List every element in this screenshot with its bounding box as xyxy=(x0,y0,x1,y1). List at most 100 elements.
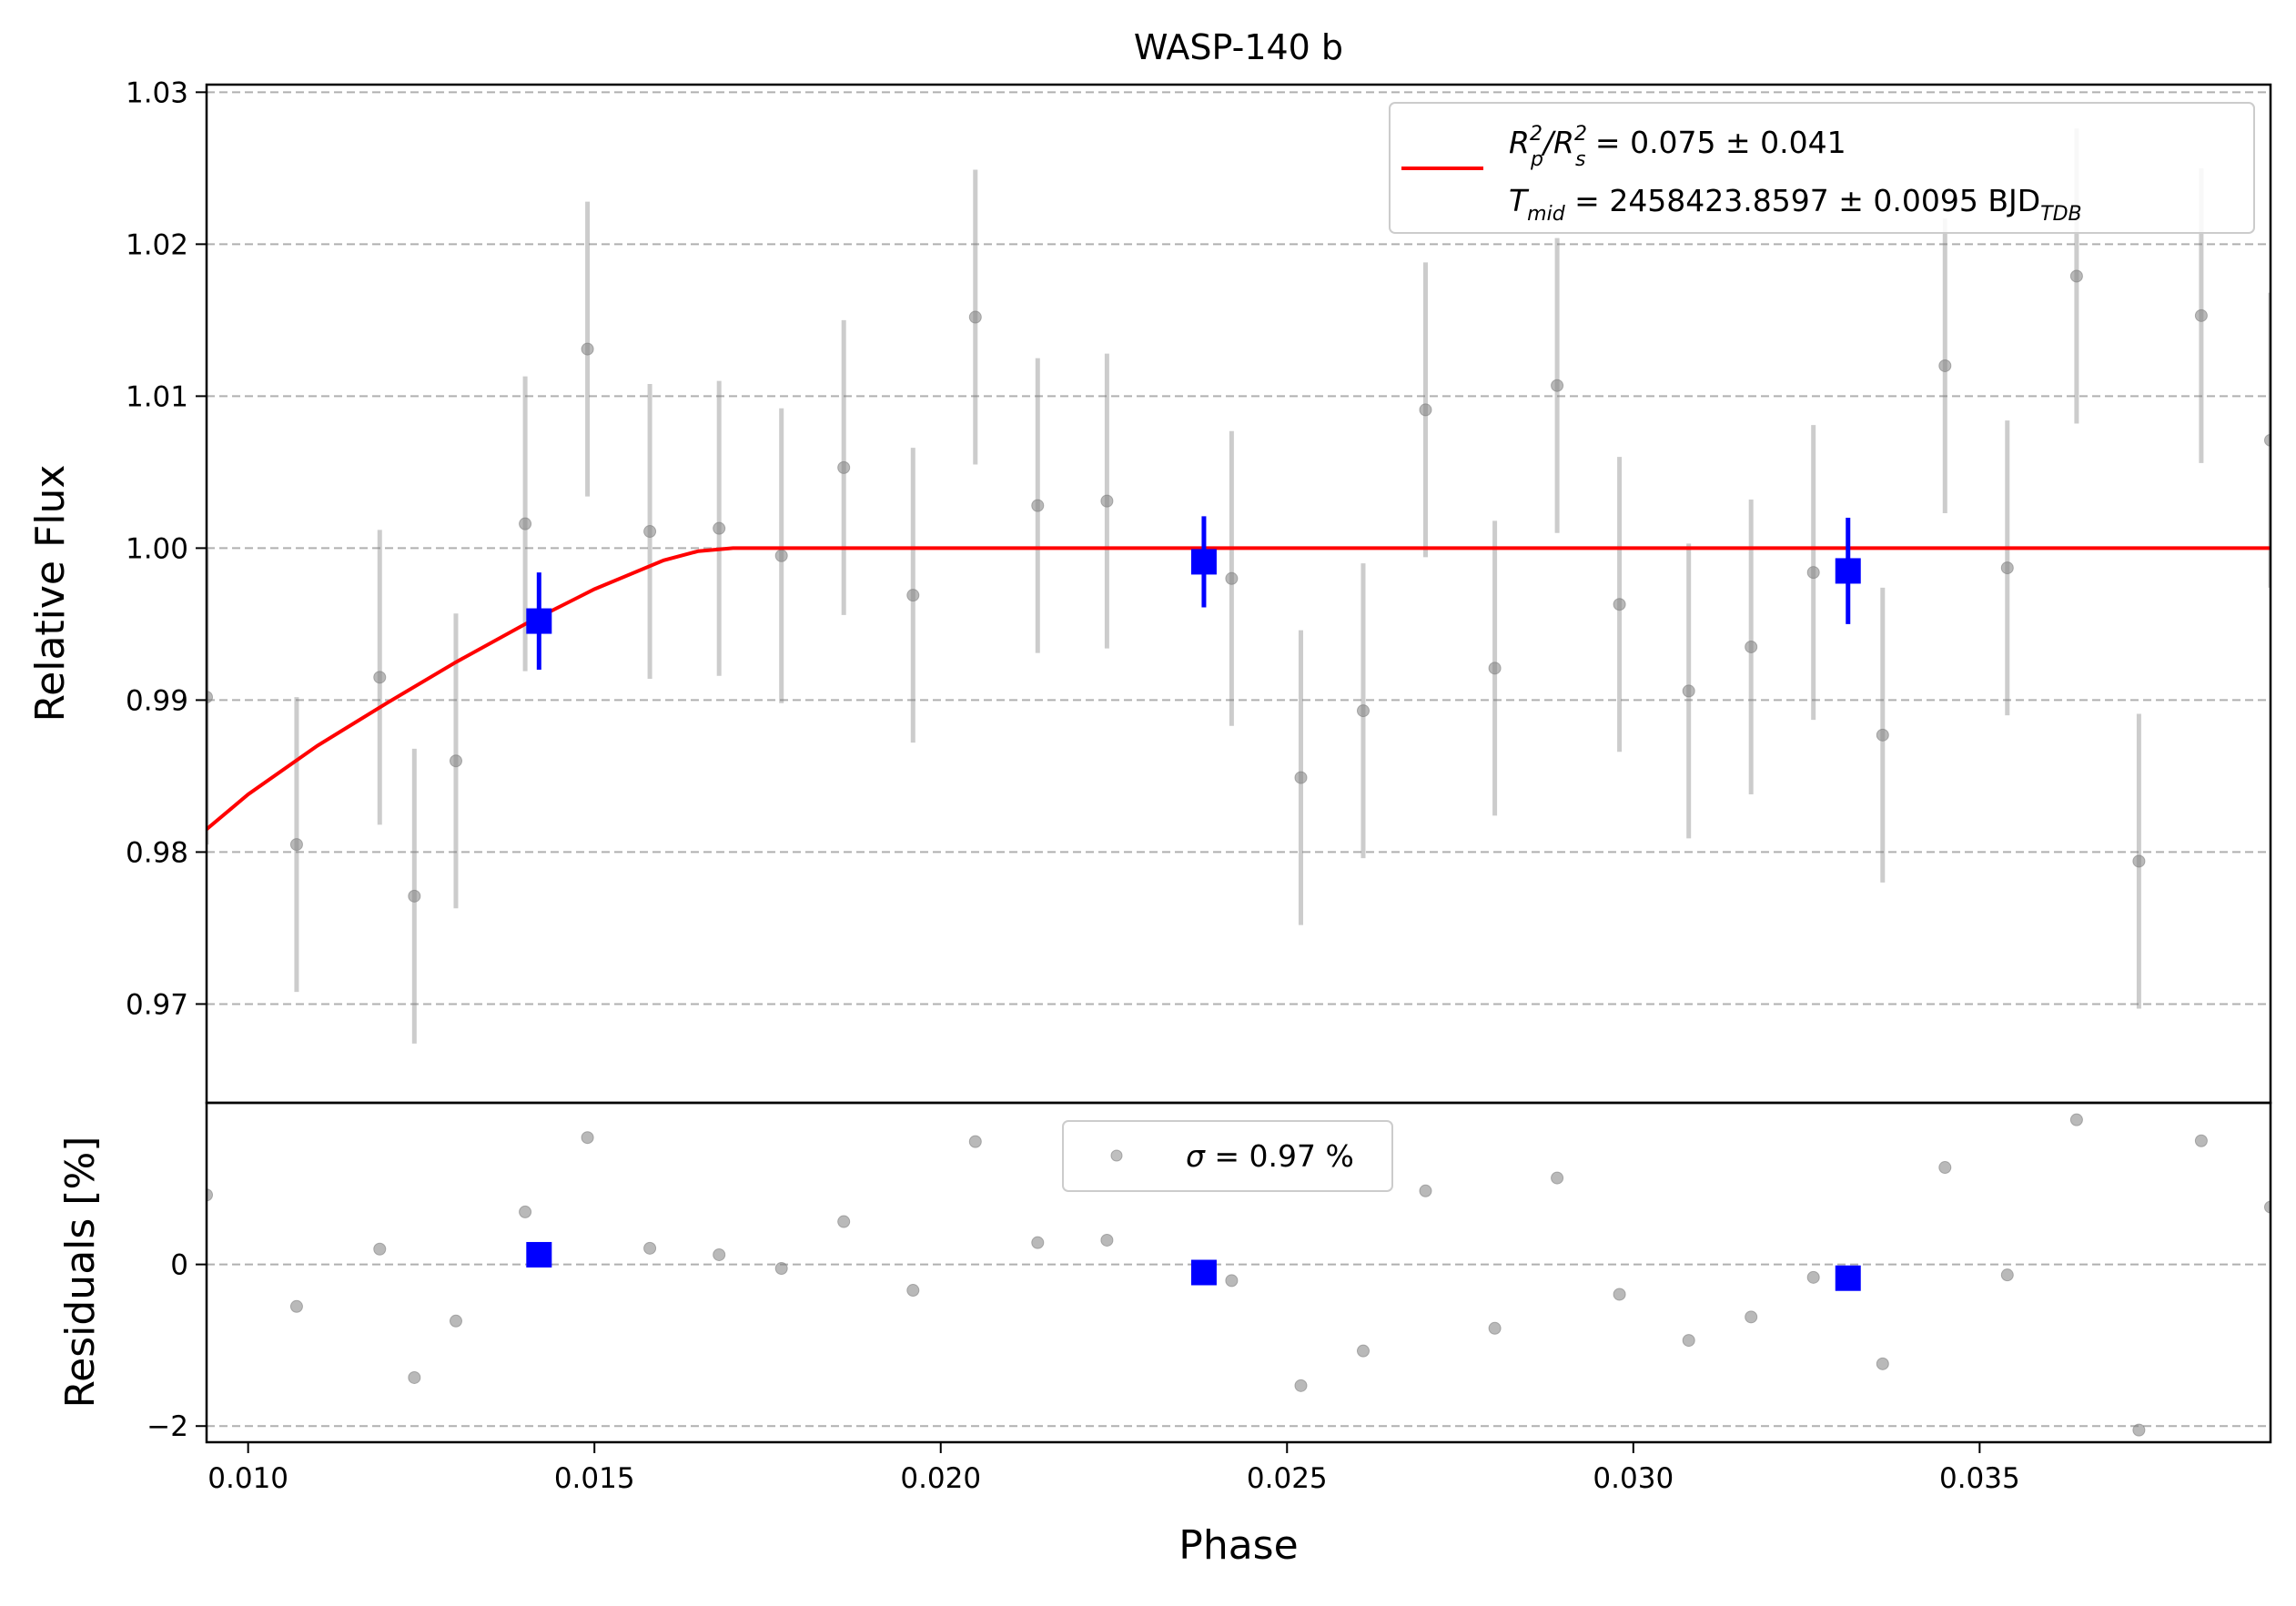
top-raw-point xyxy=(1806,566,1820,580)
top-ytick-label: 0.98 xyxy=(126,836,188,869)
top-y-ticks: 0.97 0.98 0.99 1.00 1.01 1.02 1.03 xyxy=(126,76,207,1021)
chart-title: WASP-140 b xyxy=(1134,27,1343,67)
bottom-raw-point xyxy=(519,1205,532,1218)
xtick-label: 0.015 xyxy=(554,1462,635,1495)
bottom-legend-marker xyxy=(1110,1149,1123,1162)
top-legend-box xyxy=(1389,102,2255,234)
bottom-binned-point xyxy=(526,1241,552,1268)
top-raw-point xyxy=(2132,854,2146,868)
top-raw-point xyxy=(1551,379,1564,392)
top-raw-point xyxy=(449,754,462,768)
top-raw-point xyxy=(1294,771,1308,784)
top-raw-point xyxy=(1745,640,1758,653)
bottom-raw-point xyxy=(1419,1184,1432,1197)
top-raw-point xyxy=(1613,598,1626,611)
top-raw-point xyxy=(2069,269,2083,283)
top-legend: R2 p/R2 s = 0.075 ± 0.041 Tmid = 2458423.8… xyxy=(1389,102,2255,234)
top-raw-point xyxy=(2000,561,2014,575)
bottom-raw-point xyxy=(837,1215,851,1228)
top-raw-point xyxy=(581,342,594,356)
top-raw-point xyxy=(1225,571,1239,585)
xtick-label: 0.010 xyxy=(207,1462,288,1495)
bottom-raw-point xyxy=(2132,1423,2146,1437)
top-binned-point xyxy=(526,608,552,634)
top-raw-point xyxy=(408,889,421,903)
top-raw-point xyxy=(1938,359,1952,372)
top-raw-point xyxy=(713,521,726,535)
bottom-raw-point xyxy=(1551,1171,1564,1185)
top-ytick-label: 1.00 xyxy=(126,532,188,565)
xtick-label: 0.020 xyxy=(900,1462,981,1495)
bottom-raw-point xyxy=(207,1188,213,1202)
xtick-label: 0.035 xyxy=(1939,1462,2020,1495)
bottom-ytick-label: −2 xyxy=(147,1410,188,1443)
top-raw-point xyxy=(519,517,532,530)
top-raw-point xyxy=(1876,728,1889,742)
bottom-raw-point xyxy=(2000,1268,2014,1282)
bottom-binned-points xyxy=(526,1241,1861,1291)
transit-model-line xyxy=(207,546,2271,831)
bottom-raw-point xyxy=(1938,1161,1952,1175)
top-model xyxy=(207,546,2271,831)
bottom-raw-point xyxy=(643,1241,657,1255)
top-raw-point xyxy=(2264,433,2271,447)
bottom-raw-point xyxy=(1682,1334,1695,1348)
bottom-raw-point xyxy=(1031,1236,1045,1249)
top-raw-point xyxy=(289,838,303,852)
top-legend-line1: R2 p/R2 s = 0.075 ± 0.041 xyxy=(1509,123,1846,171)
x-ticks: 0.010 0.015 0.020 0.025 0.030 0.035 xyxy=(207,1442,2020,1495)
top-raw-point xyxy=(837,460,851,474)
top-raw-point xyxy=(1419,403,1432,417)
top-ytick-label: 1.01 xyxy=(126,380,188,413)
bottom-raw-point xyxy=(1225,1274,1239,1288)
bottom-raw-point xyxy=(449,1314,462,1328)
top-raw-point xyxy=(373,671,387,684)
bottom-raw-point xyxy=(1294,1379,1308,1392)
bottom-raw-point xyxy=(581,1131,594,1145)
top-raw-point xyxy=(968,310,982,324)
bottom-legend-label: σ = 0.97 % xyxy=(1186,1138,1354,1174)
top-raw-point xyxy=(1682,684,1695,698)
bottom-raw-point xyxy=(906,1284,920,1298)
bottom-raw-point xyxy=(1806,1270,1820,1284)
top-raw-point xyxy=(1488,662,1502,675)
top-raw-point xyxy=(1356,704,1370,718)
xtick-label: 0.030 xyxy=(1593,1462,1674,1495)
x-axis-label: Phase xyxy=(1178,1522,1298,1569)
bottom-raw-points xyxy=(207,1113,2271,1437)
top-raw-point xyxy=(2194,308,2208,322)
bottom-raw-point xyxy=(2194,1134,2208,1147)
bottom-raw-point xyxy=(289,1299,303,1313)
top-raw-points xyxy=(207,128,2271,1044)
bottom-raw-point xyxy=(1613,1288,1626,1301)
xtick-label: 0.025 xyxy=(1247,1462,1328,1495)
top-ytick-label: 0.99 xyxy=(126,684,188,717)
bottom-binned-point xyxy=(1835,1265,1861,1291)
top-y-axis-label: Relative Flux xyxy=(27,465,74,722)
bottom-raw-point xyxy=(1745,1310,1758,1324)
top-binned-points xyxy=(526,516,1861,671)
top-legend-line2: Tmid = 2458423.8597 ± 0.0095 BJDTDB xyxy=(1509,183,2082,226)
top-ytick-label: 1.03 xyxy=(126,76,188,109)
bottom-panel-frame xyxy=(205,1101,2272,1444)
top-binned-point xyxy=(1835,558,1861,584)
top-raw-point xyxy=(643,525,657,539)
bottom-raw-point xyxy=(373,1242,387,1256)
top-binned-point xyxy=(1190,549,1217,575)
bottom-raw-point xyxy=(1876,1357,1889,1370)
bottom-raw-point xyxy=(2069,1113,2083,1126)
bottom-legend-box xyxy=(1062,1120,1393,1192)
bottom-ytick-label: 0 xyxy=(170,1249,188,1282)
top-raw-point xyxy=(906,589,920,602)
bottom-raw-point xyxy=(1488,1321,1502,1335)
top-ytick-label: 1.02 xyxy=(126,228,188,261)
bottom-raw-point xyxy=(968,1135,982,1148)
bottom-raw-point xyxy=(713,1247,726,1261)
bottom-y-ticks: −2 0 xyxy=(147,1249,207,1443)
bottom-legend: σ = 0.97 % xyxy=(1062,1120,1393,1192)
top-raw-point xyxy=(774,549,788,562)
top-raw-point xyxy=(1031,499,1045,512)
top-raw-point xyxy=(207,691,213,704)
bottom-raw-point xyxy=(2264,1200,2271,1214)
